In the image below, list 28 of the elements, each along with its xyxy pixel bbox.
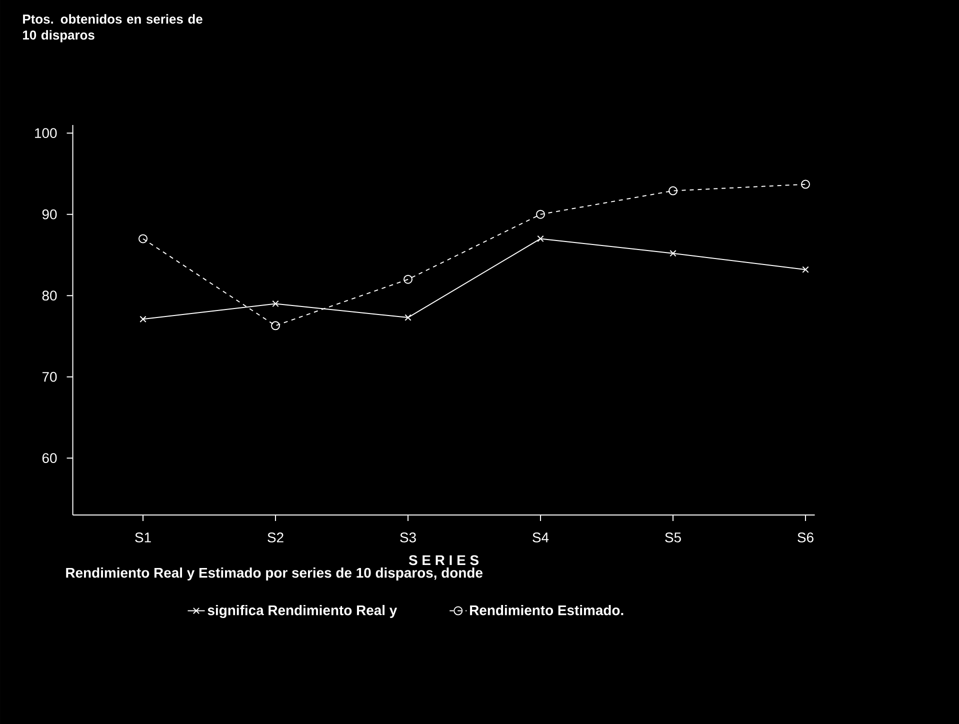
legend-label: Rendimiento Estimado. <box>470 604 624 616</box>
point <box>802 266 809 273</box>
point <box>271 321 280 330</box>
x-tick-label: S3 <box>400 532 416 542</box>
x-axis-title: S E R I E S <box>408 555 479 566</box>
point <box>404 274 413 284</box>
legend-label: significa Rendimiento Real y <box>208 604 398 618</box>
y-tick-label: 70 <box>42 372 57 382</box>
y-tick-label: 60 <box>42 453 57 464</box>
chart-title: Ptos. obtenidos en series de 10 disparos <box>23 14 202 42</box>
point <box>272 300 279 308</box>
point <box>801 180 810 189</box>
y-tick-label: 90 <box>42 209 57 220</box>
point <box>536 210 546 219</box>
x-tick-label: S1 <box>135 532 151 542</box>
point <box>668 186 678 196</box>
point <box>140 316 146 322</box>
x-tick-label: S2 <box>268 532 284 542</box>
point <box>138 234 148 244</box>
text: Rendimiento Real y Estimado por series de 10 disparos, donde <box>66 567 482 580</box>
x-tick-label: S6 <box>798 532 814 542</box>
point <box>404 314 412 321</box>
point <box>670 250 676 257</box>
x-tick-label: S5 <box>665 532 681 542</box>
y-tick-label: 100 <box>35 128 57 138</box>
y-tick-label: 80 <box>42 290 57 301</box>
point <box>537 235 544 242</box>
x-tick-label: S4 <box>532 532 549 542</box>
